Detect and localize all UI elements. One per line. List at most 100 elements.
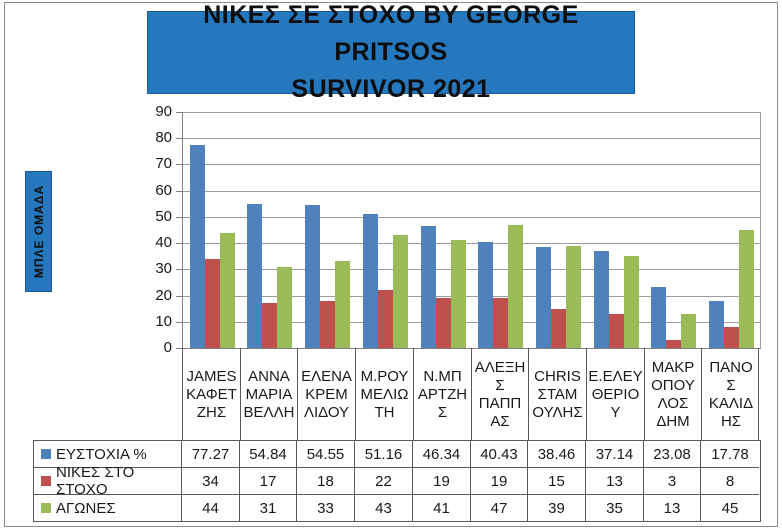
bar-eystoxia-pct	[362, 214, 378, 348]
bar-nikes-sto-stoxo	[723, 327, 739, 348]
gridline	[183, 112, 760, 113]
y-axis-tick-mark	[176, 164, 182, 165]
bar-group	[356, 112, 414, 348]
y-axis-tick-label: 0	[163, 339, 172, 356]
y-axis-tick-label: 20	[155, 287, 172, 304]
bar-eystoxia-pct	[478, 242, 493, 348]
table-cell-eystoxia-pct: 37.14	[586, 441, 644, 468]
bar-nikes-sto-stoxo	[377, 290, 393, 348]
legend-item: ΝΙΚΕΣ ΣΤΟ ΣΤΟΧΟ	[34, 464, 182, 498]
y-axis-tick-mark	[176, 138, 182, 139]
legend-key-swatch	[41, 449, 51, 459]
y-axis-tick-label: 50	[155, 208, 172, 225]
legend-item: ΑΓΩΝΕΣ	[34, 495, 182, 521]
gridline	[183, 322, 760, 323]
legend-key-swatch	[41, 503, 51, 513]
table-cell-nikes-sto-stoxo: 34	[182, 468, 240, 495]
category-label: Ε.ΕΛΕΥ ΘΕΡΙΟ Υ	[587, 348, 645, 441]
legend-item: ΕΥΣΤΟΧΙΑ %	[34, 441, 182, 468]
y-axis-tick-label: 70	[155, 155, 172, 172]
table-cell-nikes-sto-stoxo: 18	[297, 468, 355, 495]
category-label: ΑΛΕΞΗ Σ ΠΑΠΠ ΑΣ	[472, 348, 529, 441]
bar-agones	[508, 225, 523, 348]
category-axis-labels: JAMES ΚΑΦΕΤ ΖΗΣ ΑΝΝΑ ΜΑΡΙΑ ΒΕΛΛΗ ΕΛΕΝΑ ΚΡΕ…	[182, 348, 759, 441]
bar-group	[298, 112, 356, 348]
gridline	[183, 217, 760, 218]
bar-eystoxia-pct	[708, 301, 724, 348]
bar-agones	[681, 314, 696, 348]
category-label: Μ.ΡΟΥ ΜΕΛΙΩ ΤΗ	[356, 348, 414, 441]
gridline	[183, 164, 760, 165]
y-axis-tick-mark	[176, 112, 182, 113]
table-cell-eystoxia-pct: 23.08	[644, 441, 701, 468]
category-label: ΕΛΕΝΑ ΚΡΕΜ ΛΙΔΟΥ	[298, 348, 356, 441]
legend-series-name: ΑΓΩΝΕΣ	[56, 499, 116, 517]
bar-nikes-sto-stoxo	[319, 301, 335, 348]
table-cell-agones: 44	[182, 495, 240, 521]
category-label: CHRIS ΣΤΑΜ ΟΥΛΗΣ	[529, 348, 587, 441]
bar-nikes-sto-stoxo	[262, 303, 277, 348]
bar-group	[414, 112, 472, 348]
bar-nikes-sto-stoxo	[666, 340, 681, 348]
bar-eystoxia-pct	[189, 145, 205, 348]
y-axis-tick-label: 40	[155, 234, 172, 251]
table-cell-eystoxia-pct: 17.78	[701, 441, 759, 468]
bar-eystoxia-pct	[304, 205, 320, 348]
table-cell-agones: 47	[471, 495, 528, 521]
legend-series-name: ΝΙΚΕΣ ΣΤΟ ΣΤΟΧΟ	[56, 464, 135, 498]
table-cell-nikes-sto-stoxo: 19	[471, 468, 528, 495]
bar-group	[241, 112, 298, 348]
y-axis-tick-label: 10	[155, 313, 172, 330]
bar-eystoxia-pct	[420, 226, 436, 348]
bar-nikes-sto-stoxo	[550, 309, 566, 348]
bar-agones	[392, 235, 408, 348]
table-cell-agones: 41	[413, 495, 471, 521]
y-axis-tick-mark	[176, 191, 182, 192]
bar-eystoxia-pct	[651, 287, 666, 348]
bar-eystoxia-pct	[247, 204, 262, 348]
table-cell-nikes-sto-stoxo: 13	[586, 468, 644, 495]
bar-group	[645, 112, 702, 348]
category-label: ΑΝΝΑ ΜΑΡΙΑ ΒΕΛΛΗ	[241, 348, 298, 441]
table-cell-nikes-sto-stoxo: 15	[528, 468, 586, 495]
bar-eystoxia-pct	[593, 251, 609, 348]
bar-group	[529, 112, 587, 348]
gridline	[183, 269, 760, 270]
y-axis-tick-mark	[176, 348, 182, 349]
category-label: ΜΑΚΡ ΟΠΟΥ ΛΟΣ ΔΗΜ	[645, 348, 702, 441]
y-axis-tick-label: 60	[155, 182, 172, 199]
legend-series-name: ΕΥΣΤΟΧΙΑ %	[56, 445, 147, 463]
bar-nikes-sto-stoxo	[608, 314, 624, 348]
bar-agones	[219, 233, 235, 348]
table-cell-agones: 43	[355, 495, 413, 521]
table-cell-agones: 35	[586, 495, 644, 521]
table-cell-eystoxia-pct: 54.55	[297, 441, 355, 468]
bar-agones	[738, 230, 754, 348]
chart-outer-border	[4, 2, 778, 527]
table-cell-eystoxia-pct: 40.43	[471, 441, 528, 468]
table-cell-eystoxia-pct: 51.16	[355, 441, 413, 468]
bar-agones	[334, 261, 350, 348]
bar-eystoxia-pct	[535, 247, 551, 348]
table-cell-eystoxia-pct: 46.34	[413, 441, 471, 468]
bar-group	[702, 112, 760, 348]
table-cell-nikes-sto-stoxo: 17	[240, 468, 297, 495]
y-axis-tick-mark	[176, 217, 182, 218]
bar-agones	[565, 246, 581, 348]
gridline	[183, 191, 760, 192]
y-axis-tick-label: 90	[155, 103, 172, 120]
table-cell-agones: 13	[644, 495, 701, 521]
table-cell-agones: 39	[528, 495, 586, 521]
legend-key-swatch	[41, 476, 51, 486]
table-cell-agones: 31	[240, 495, 297, 521]
chart-title: ΝΙΚΕΣ ΣΕ ΣΤΟΧΟ BY GEORGE PRITSOS SURVIVO…	[147, 1, 635, 103]
y-axis-title: ΜΠΛΕ ΟΜΑΔΑ	[25, 171, 52, 292]
bar-nikes-sto-stoxo	[435, 298, 451, 348]
data-table: ΕΥΣΤΟΧΙΑ % 77.27 54.84 54.55 51.16 46.34 40.43…	[33, 440, 761, 522]
table-cell-nikes-sto-stoxo: 8	[701, 468, 759, 495]
bar-group	[587, 112, 645, 348]
category-label: ΠΑΝΟ Σ ΚΑΛΙΔ ΗΣ	[708, 358, 754, 430]
gridline	[183, 138, 760, 139]
table-cell-nikes-sto-stoxo: 19	[413, 468, 471, 495]
table-cell-eystoxia-pct: 54.84	[240, 441, 297, 468]
